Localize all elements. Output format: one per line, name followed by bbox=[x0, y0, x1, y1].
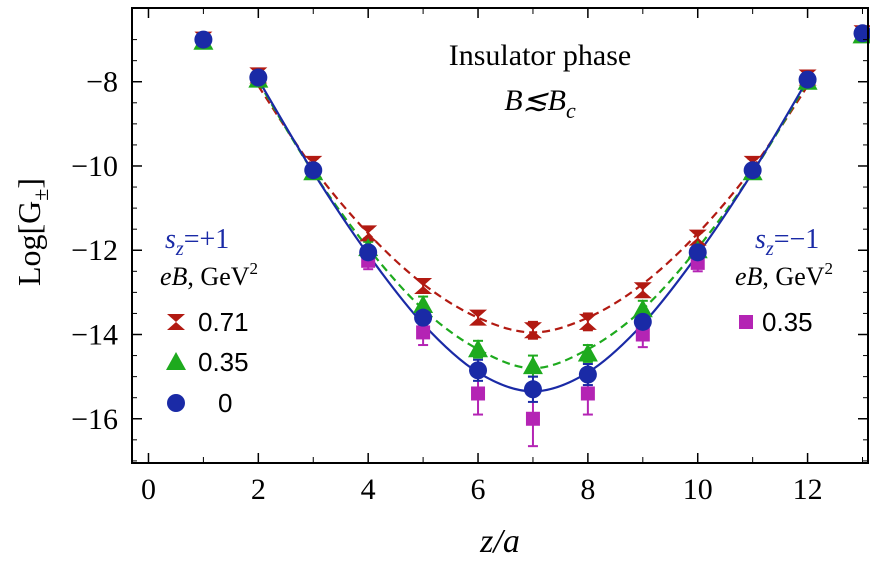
legend-left-header: sz=+1 bbox=[165, 224, 229, 260]
data-point-circle bbox=[578, 365, 597, 384]
data-point-circle bbox=[249, 68, 268, 87]
fit-curve-circle bbox=[257, 79, 809, 393]
legend-marker-circle bbox=[167, 394, 185, 412]
fit-curves bbox=[257, 79, 809, 393]
y-axis-title: Log[G±] bbox=[11, 178, 53, 286]
data-point-square bbox=[416, 325, 431, 340]
data-point-circle bbox=[743, 161, 762, 180]
legend-right: sz=−1 eB, GeV2 0.35 bbox=[735, 224, 833, 337]
y-tick-label: −16 bbox=[71, 403, 118, 436]
data-point-circle bbox=[523, 380, 542, 399]
legend-right-field: eB, GeV2 bbox=[735, 259, 833, 291]
data-point-triangle bbox=[468, 339, 489, 358]
y-tick-label: −14 bbox=[71, 319, 118, 352]
x-tick-label: 10 bbox=[683, 473, 713, 506]
data-point-circle bbox=[359, 243, 378, 262]
x-tick-label: 0 bbox=[141, 473, 156, 506]
data-point-bowtie bbox=[688, 229, 707, 246]
data-point-circle bbox=[853, 24, 870, 43]
data-point-circle bbox=[798, 70, 817, 89]
legend-marker-triangle bbox=[166, 352, 186, 370]
data-point-square bbox=[471, 386, 486, 401]
data-point-circle bbox=[414, 308, 433, 327]
legend-marker-circle bbox=[167, 394, 185, 412]
x-tick-label: 8 bbox=[580, 473, 595, 506]
y-tick-label: −10 bbox=[71, 150, 118, 183]
data-point-bowtie bbox=[523, 322, 542, 339]
y-tick-label: −8 bbox=[86, 66, 118, 99]
data-point-square bbox=[635, 327, 650, 342]
tick-labels: 0 2 4 6 8 10 12 −8 −10 −12 −14 −16 bbox=[71, 66, 823, 506]
legend-marker-square bbox=[739, 315, 753, 329]
data-point-triangle bbox=[413, 295, 434, 314]
data-point-triangle bbox=[577, 343, 598, 362]
legend-marker-square bbox=[739, 315, 753, 329]
legend-label-1: 0.35 bbox=[198, 347, 249, 377]
data-points bbox=[193, 24, 870, 426]
data-point-circle bbox=[304, 161, 323, 180]
legend-marker-bowtie bbox=[167, 314, 185, 330]
data-point-circle bbox=[469, 361, 488, 380]
data-point-bowtie bbox=[578, 313, 597, 330]
data-point-circle bbox=[633, 312, 652, 331]
data-point-square bbox=[580, 386, 595, 401]
legend-right-header: sz=−1 bbox=[755, 224, 819, 260]
fit-curve-bowtie bbox=[257, 85, 809, 334]
chart-title: Insulator phase bbox=[449, 39, 631, 72]
data-point-bowtie bbox=[633, 282, 652, 299]
legend-label-3: 0.35 bbox=[762, 307, 813, 337]
legend-marker-triangle bbox=[166, 352, 186, 370]
legend-label-0: 0.71 bbox=[198, 307, 249, 337]
x-tick-label: 12 bbox=[793, 473, 823, 506]
data-point-bowtie bbox=[359, 225, 378, 242]
x-tick-label: 2 bbox=[251, 473, 266, 506]
data-point-circle bbox=[688, 243, 707, 262]
legend-label-2: 0 bbox=[218, 388, 232, 418]
legend-marker-bowtie bbox=[167, 314, 185, 330]
legend-left-field: eB, GeV2 bbox=[160, 259, 258, 291]
chart-subtitle: B≲Bc bbox=[504, 84, 576, 123]
x-tick-label: 4 bbox=[361, 473, 376, 506]
data-point-bowtie bbox=[469, 309, 488, 326]
y-tick-label: −12 bbox=[71, 234, 118, 267]
axis-ticks bbox=[132, 8, 868, 463]
data-point-square bbox=[525, 411, 540, 426]
data-point-triangle bbox=[632, 299, 653, 318]
x-tick-label: 6 bbox=[471, 473, 486, 506]
data-point-circle bbox=[194, 30, 213, 49]
legend-left: sz=+1 eB, GeV2 0.71 0.35 0 bbox=[160, 224, 258, 418]
plot-frame bbox=[131, 7, 869, 464]
data-point-triangle bbox=[522, 356, 543, 375]
data-point-bowtie bbox=[414, 278, 433, 295]
x-axis-title: z/a bbox=[479, 523, 520, 560]
